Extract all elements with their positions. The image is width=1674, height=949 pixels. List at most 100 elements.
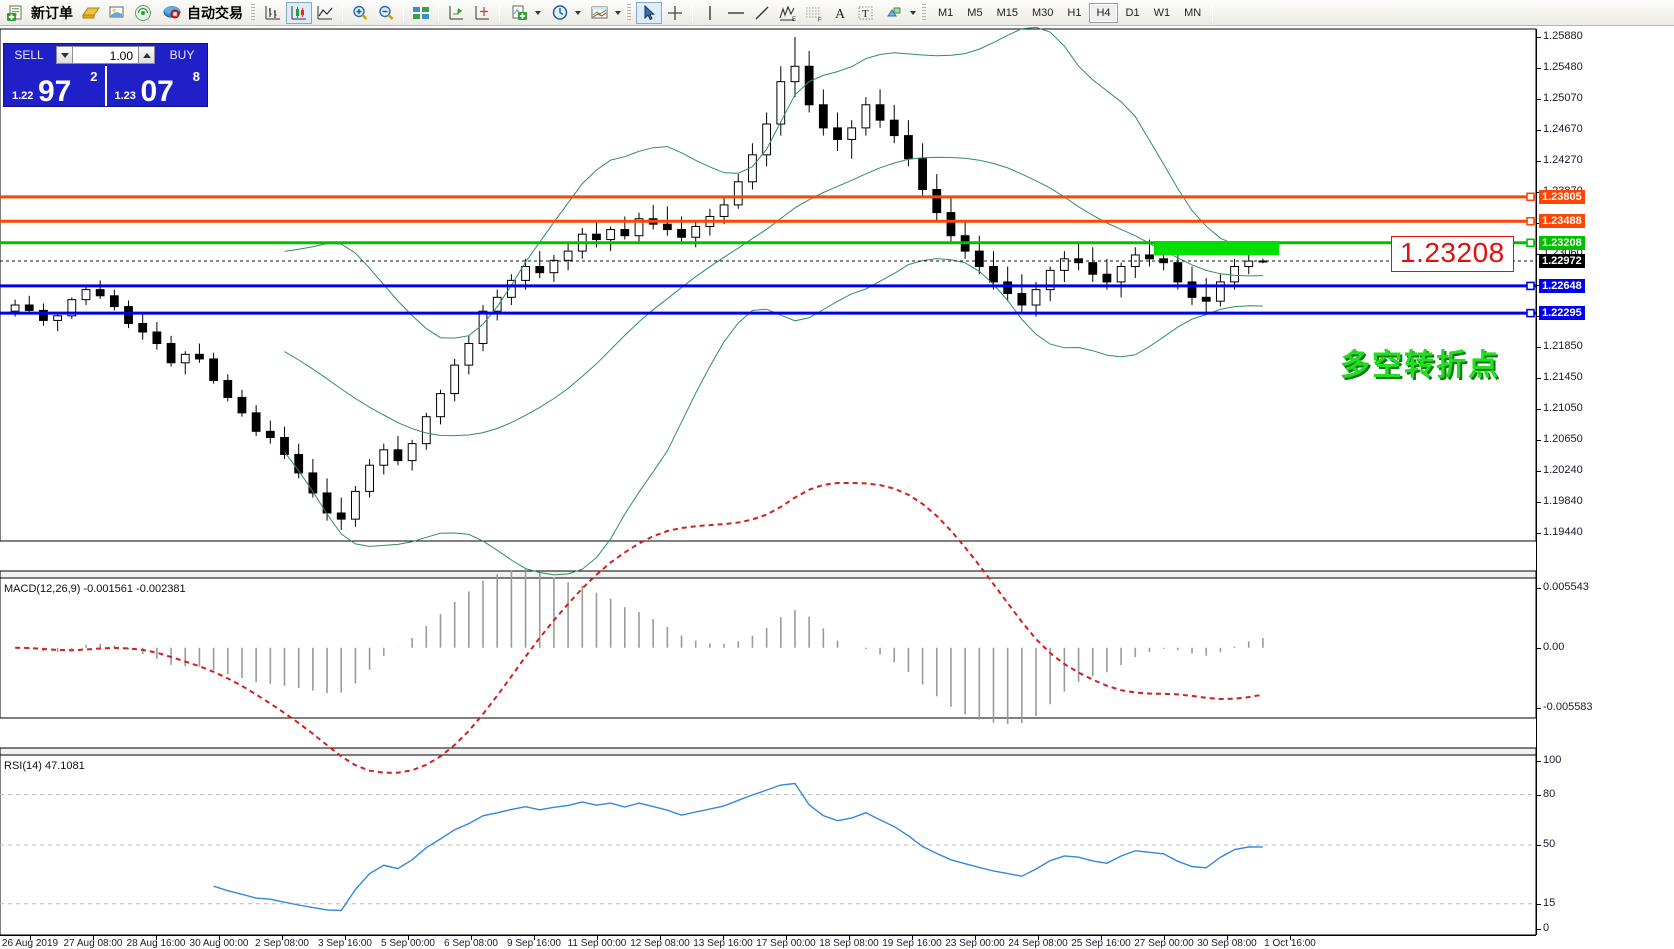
volume-stepper[interactable]: 1.00 — [56, 46, 155, 64]
time-axis[interactable]: 26 Aug 2019 27 Aug 08:00 28 Aug 16:00 30 Au… — [0, 935, 1536, 949]
volume-increment-button[interactable] — [138, 46, 155, 64]
buy-price-main: 07 — [140, 75, 174, 108]
timeframe-h4[interactable]: H4 — [1089, 2, 1118, 23]
vertical-line-icon[interactable] — [697, 2, 723, 24]
buy-button[interactable]: BUY — [169, 48, 195, 62]
price-tick-1.21050: 1.21050 — [1543, 402, 1583, 414]
price-level-label-1.23208[interactable]: 1.23208 — [1539, 235, 1585, 250]
bollinger-band-0 — [284, 26, 1263, 339]
rsi-tick-mark — [1537, 903, 1541, 905]
rsi-line — [213, 782, 1263, 912]
profile-icon[interactable] — [78, 2, 104, 24]
rsi-tick-mark — [1537, 794, 1541, 796]
price-level-label-1.22295[interactable]: 1.22295 — [1539, 306, 1585, 321]
candlestick-series — [10, 37, 1268, 530]
timeframe-d1[interactable]: D1 — [1125, 6, 1140, 19]
elliott-wave-icon[interactable]: E — [775, 2, 801, 24]
bollinger-band-1 — [284, 156, 1263, 437]
text-icon[interactable]: A — [827, 2, 853, 24]
candlestick-chart-icon[interactable] — [286, 1, 312, 24]
period-button[interactable] — [544, 1, 584, 25]
toolbar-grip-3[interactable] — [921, 3, 926, 22]
toolbar-grip-2[interactable] — [626, 3, 631, 22]
trendline-icon[interactable] — [749, 2, 775, 24]
line-chart-icon[interactable] — [312, 2, 338, 24]
time-tick-mark — [282, 936, 283, 940]
sell-button[interactable]: SELL — [14, 48, 44, 62]
bar-chart-icon[interactable] — [260, 2, 286, 24]
price-tick-mark — [1537, 99, 1541, 101]
buy-price[interactable]: 1.23 07 8 — [107, 66, 208, 108]
price-callout-label[interactable]: 1.23208 — [1391, 236, 1514, 272]
price-level-label-1.22648[interactable]: 1.22648 — [1539, 278, 1585, 293]
timeframe-m1[interactable]: M1 — [938, 6, 954, 19]
shapes-icon — [882, 2, 908, 24]
shapes-button[interactable] — [879, 1, 919, 25]
fibonacci-icon[interactable]: F — [801, 2, 827, 24]
time-tick-label: 25 Sep 16:00 — [1071, 938, 1131, 949]
timeframe-w1[interactable]: W1 — [1153, 6, 1171, 19]
time-tick-label: 2 Sep 08:00 — [255, 938, 309, 949]
time-tick-mark — [975, 936, 976, 940]
toolbar-separator-6 — [1212, 3, 1214, 22]
toolbar-grip[interactable] — [250, 3, 255, 22]
broadcast-icon[interactable] — [130, 2, 156, 24]
time-tick-mark — [219, 936, 220, 940]
one-click-trading-panel[interactable]: SELL 1.00 BUY 1.22 97 2 1.23 07 8 — [3, 43, 208, 107]
zoom-out-icon[interactable] — [373, 2, 399, 24]
chart-canvas — [0, 26, 1536, 936]
price-level-label-1.23488[interactable]: 1.23488 — [1539, 214, 1585, 229]
chevron-down-icon-3[interactable] — [615, 10, 621, 15]
crosshair-icon[interactable] — [662, 2, 688, 24]
crosshair-data-icon[interactable] — [469, 2, 495, 24]
price-tick-mark — [1537, 161, 1541, 162]
trade-panel-prices: 1.22 97 2 1.23 07 8 — [4, 66, 208, 108]
auto-trading-button[interactable]: 自动交易 — [156, 1, 248, 25]
chinese-annotation-label[interactable]: 多空转折点 — [1340, 348, 1500, 383]
timeframe-m5[interactable]: M5 — [967, 6, 983, 19]
macd-tick--0.005583: -0.005583 — [1543, 701, 1593, 713]
text-label-icon[interactable]: T — [853, 2, 879, 24]
time-tick-mark — [345, 936, 346, 940]
time-tick-label: 3 Sep 16:00 — [318, 938, 372, 949]
volume-decrement-button[interactable] — [56, 46, 73, 64]
new-order-button[interactable]: 新订单 — [0, 1, 78, 25]
toolbar-separator-2 — [403, 3, 404, 22]
horizontal-line-icon[interactable] — [723, 2, 749, 24]
timeframe-m30[interactable]: M30 — [1031, 6, 1054, 19]
time-tick-label: 5 Sep 00:00 — [381, 938, 435, 949]
price-tick-mark — [1537, 378, 1541, 380]
timeframe-h1[interactable]: H1 — [1067, 6, 1082, 19]
cursor-icon[interactable] — [636, 1, 662, 24]
time-tick-label: 30 Aug 00:00 — [189, 938, 249, 949]
auto-trading-label: 自动交易 — [187, 4, 243, 21]
volume-input[interactable]: 1.00 — [73, 46, 138, 64]
price-tick-1.19840: 1.19840 — [1543, 495, 1583, 508]
macd-tick-mark — [1537, 708, 1541, 709]
price-level-label-1.23805[interactable]: 1.23805 — [1539, 189, 1585, 204]
time-tick-mark — [786, 936, 787, 940]
data-window-icon[interactable] — [443, 2, 469, 24]
time-tick-mark — [723, 936, 724, 940]
indicators-button[interactable] — [504, 1, 544, 25]
chevron-down-icon[interactable] — [535, 10, 541, 15]
price-tick-mark — [1537, 439, 1541, 441]
time-tick-mark — [597, 936, 598, 940]
price-level-label-1.22972[interactable]: 1.22972 — [1539, 253, 1585, 268]
chevron-down-icon-4[interactable] — [910, 10, 916, 15]
price-tick-mark — [1537, 37, 1541, 38]
highlight-zone-rectangle[interactable] — [1154, 241, 1279, 255]
price-tick-1.24670: 1.24670 — [1543, 123, 1583, 136]
timeframe-mn[interactable]: MN — [1184, 6, 1202, 19]
chevron-down-icon-2[interactable] — [575, 10, 581, 15]
tile-windows-icon[interactable] — [408, 2, 434, 24]
timeframe-m15[interactable]: M15 — [996, 6, 1018, 19]
templates-button[interactable] — [584, 1, 624, 25]
horizontal-levels[interactable] — [0, 192, 1536, 318]
price-axis[interactable]: 1.25880 1.25480 1.25070 1.24670 1.24270 1.238… — [1536, 29, 1674, 935]
zoom-in-icon[interactable] — [347, 2, 373, 24]
macd-pane-border — [0, 577, 1536, 719]
sell-price[interactable]: 1.22 97 2 — [4, 66, 107, 107]
sell-price-pip: 2 — [90, 69, 98, 84]
print-icon[interactable] — [104, 2, 130, 24]
